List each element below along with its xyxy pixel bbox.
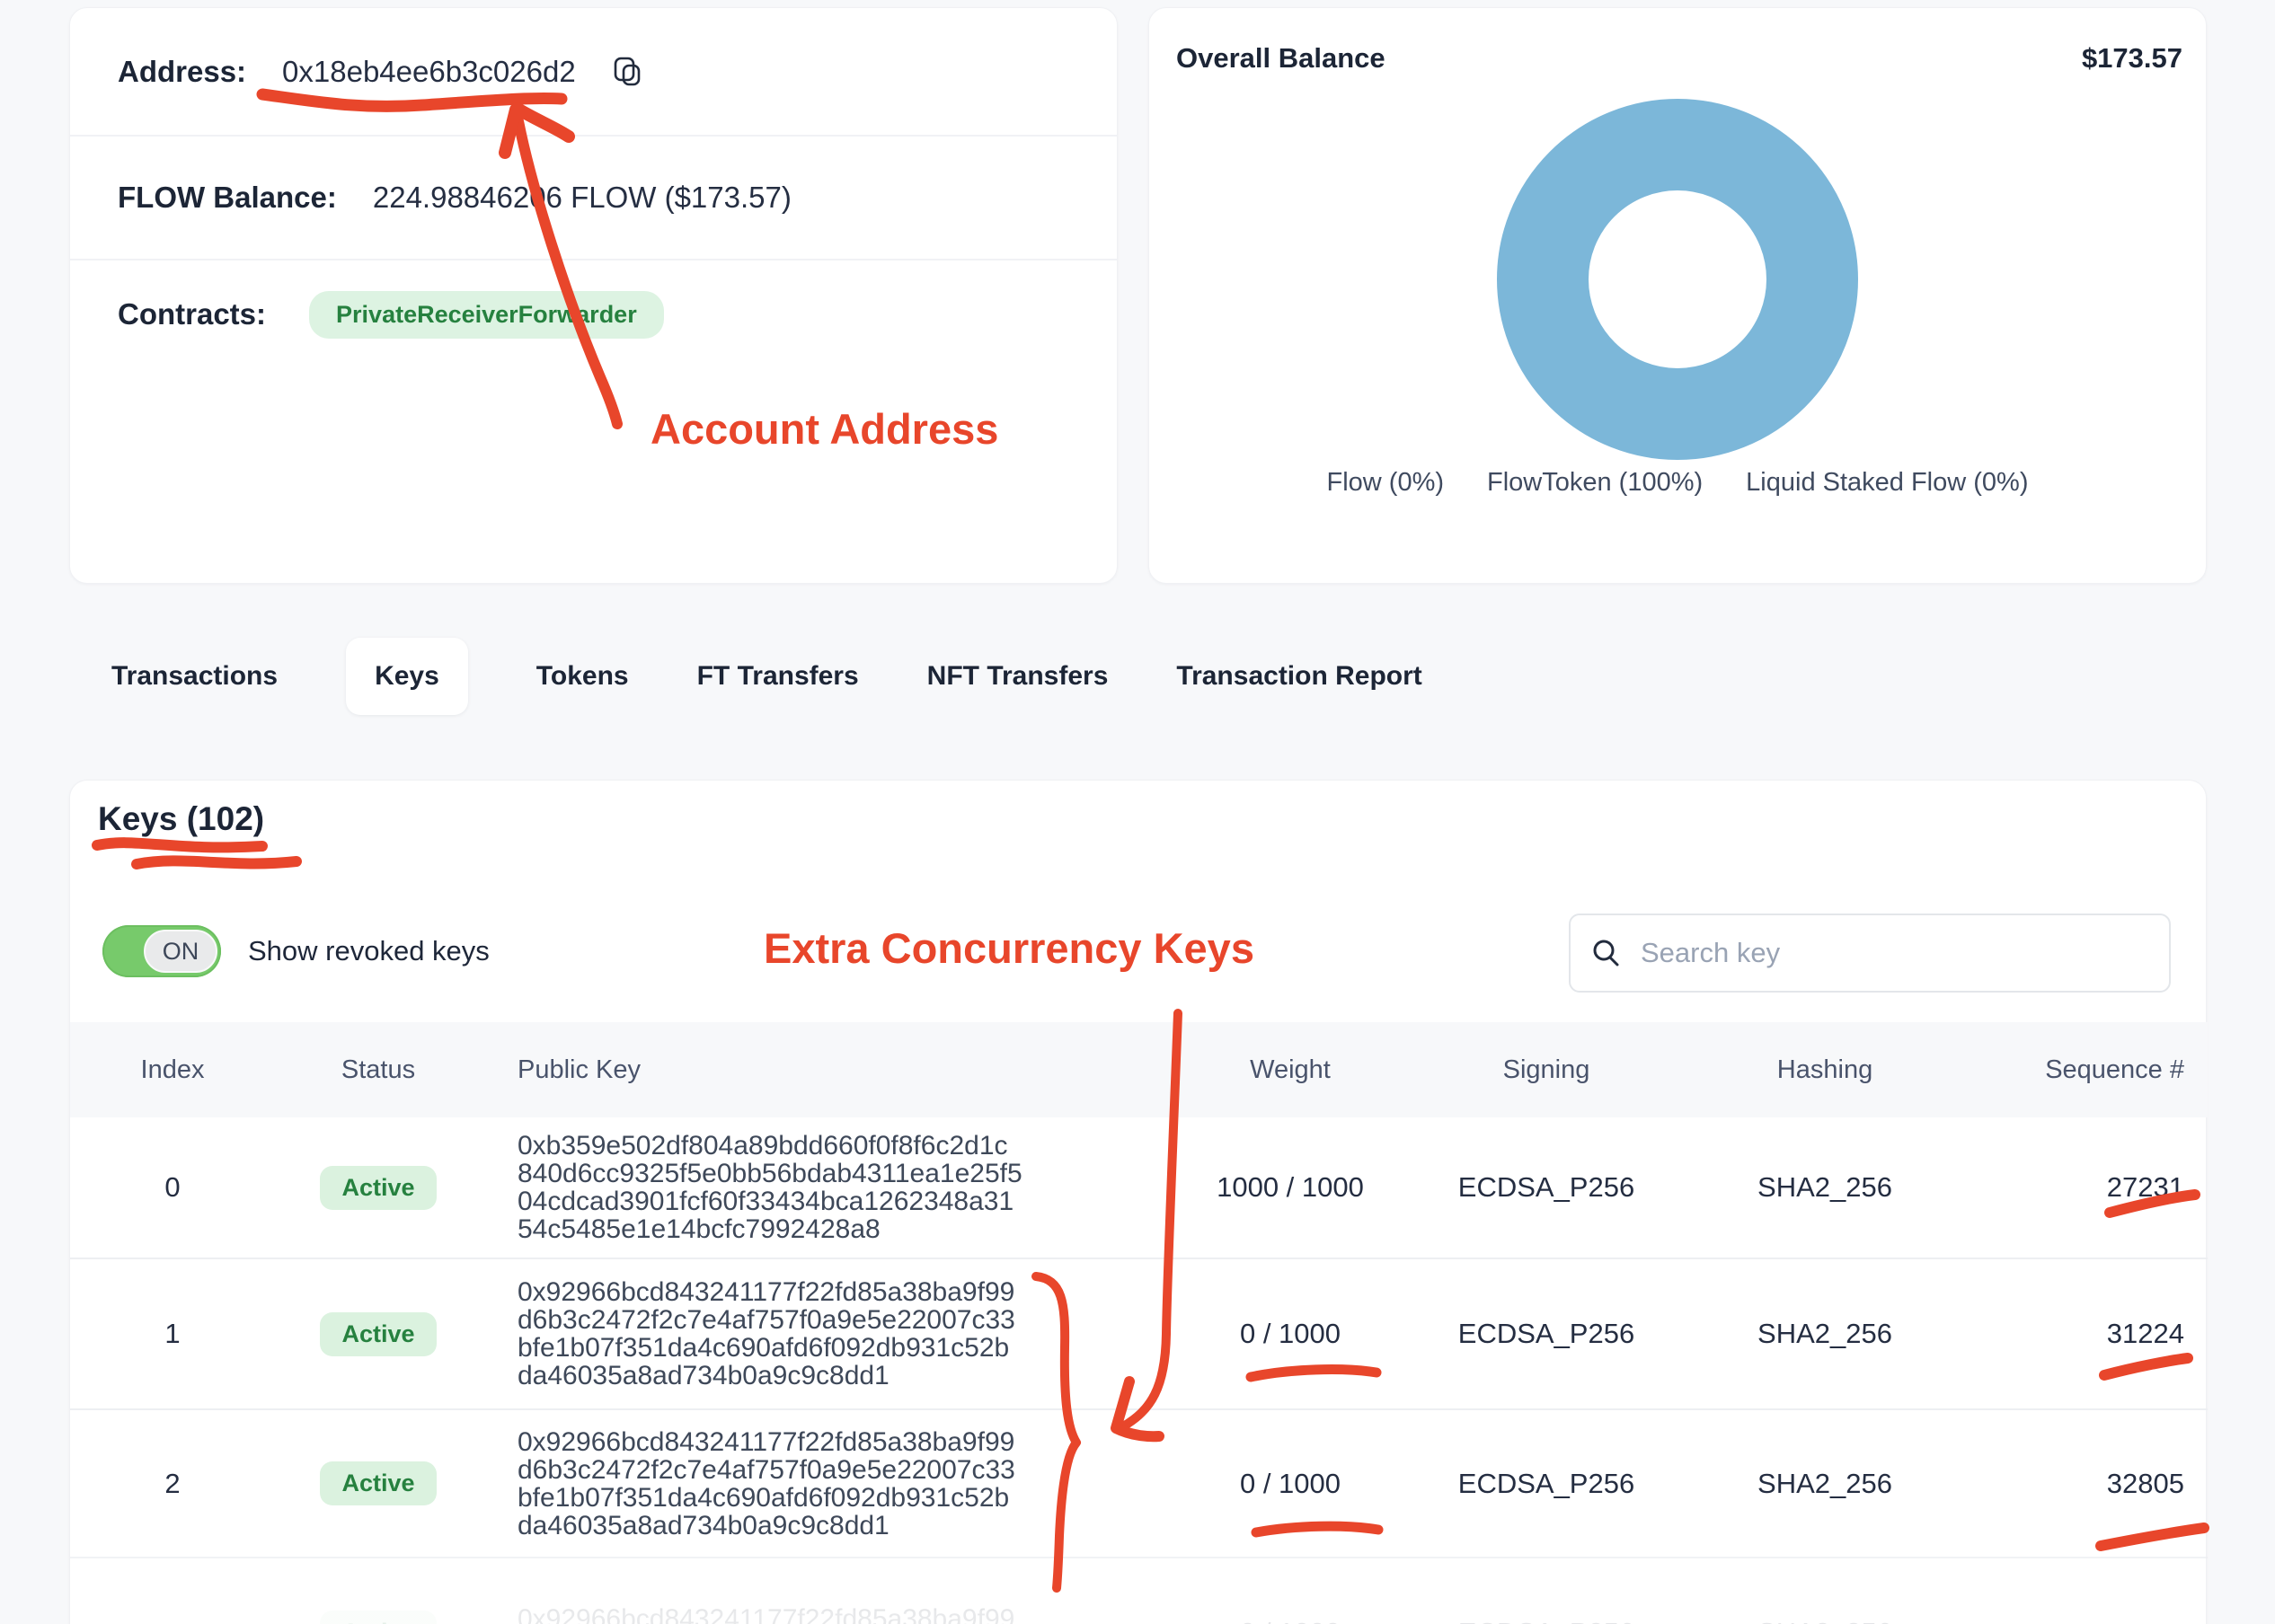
public-key-value: 0xb359e502df804a89bdd660f0f8f6c2d1c 840d… (518, 1131, 1022, 1244)
key-sequence: 32805 (2106, 1467, 2184, 1499)
header-hashing: Hashing (1776, 1055, 1873, 1084)
header-sequence: Sequence # (2045, 1055, 2184, 1084)
header-weight: Weight (1250, 1055, 1331, 1084)
status-badge: Active (320, 1311, 437, 1356)
balance-amount: $173.57 (2081, 42, 2182, 74)
key-signing: ECDSA_P256 (1457, 1318, 1635, 1349)
key-signing: ECDSA_P256 (1457, 1467, 1635, 1499)
header-public-key: Public Key (518, 1055, 642, 1084)
public-key-value: 0x92966bcd843241177f22fd85a38ba9f99 d6b3… (518, 1603, 1015, 1624)
chart-legend: Flow (0%) FlowToken (100%) Liquid Staked… (1149, 468, 2206, 498)
keys-table: Index Status Public Key Weight Signing H… (70, 1022, 2208, 1624)
public-key-value: 0x92966bcd843241177f22fd85a38ba9f99 d6b3… (518, 1277, 1015, 1390)
key-sequence: 27231 (2106, 1171, 2184, 1203)
keys-panel: Keys (102) ON Show revoked keys Index St… (69, 780, 2208, 1624)
show-revoked-keys-row: ON Show revoked keys (102, 924, 490, 978)
donut-segment-flowtoken (1497, 99, 1858, 460)
key-hashing: SHA2_256 (1757, 1467, 1892, 1499)
header-index: Index (140, 1055, 205, 1084)
header-status: Status (341, 1055, 416, 1084)
tab-keys[interactable]: Keys (346, 638, 468, 715)
balance-header: Overall Balance $173.57 (1149, 8, 2206, 75)
key-index: 2 (164, 1467, 181, 1499)
copy-icon (614, 57, 641, 85)
status-badge: Active (320, 1165, 437, 1210)
toggle-knob: ON (144, 930, 217, 973)
account-tabs: Transactions Keys Tokens FT Transfers NF… (111, 638, 1422, 715)
status-badge: Active (320, 1461, 437, 1505)
show-revoked-keys-toggle[interactable]: ON (102, 925, 221, 977)
tab-tokens[interactable]: Tokens (536, 661, 629, 691)
tab-nft-transfers[interactable]: NFT Transfers (926, 661, 1109, 691)
tab-transactions[interactable]: Transactions (111, 661, 279, 691)
key-sequence: 31224 (2106, 1318, 2184, 1349)
key-search-input[interactable] (1641, 937, 2149, 969)
key-hashing: SHA2_256 (1708, 1558, 1942, 1624)
key-row-2: 2 Active 0x92966bcd843241177f22fd85a38ba… (70, 1409, 2208, 1558)
contracts-row: Contracts: PrivateReceiverForwarder (70, 260, 1117, 368)
key-signing: ECDSA_P256 (1385, 1558, 1708, 1624)
key-weight: 1000 / 1000 (1217, 1171, 1364, 1203)
header-signing: Signing (1502, 1055, 1590, 1084)
legend-item-flowtoken[interactable]: FlowToken (100%) (1487, 468, 1704, 497)
tab-ft-transfers[interactable]: FT Transfers (696, 661, 859, 691)
flow-balance-value: 224.98846206 FLOW ($173.57) (372, 181, 792, 214)
contract-badge[interactable]: PrivateReceiverForwarder (309, 290, 664, 339)
account-summary-card: Address: 0x18eb4ee6b3c026d2 FLOW Balance… (69, 7, 1118, 584)
flow-balance-label: FLOW Balance: (118, 181, 337, 214)
keys-heading: Keys (102) (98, 800, 265, 837)
legend-item-liquid-staked-flow[interactable]: Liquid Staked Flow (0%) (1746, 468, 2029, 497)
address-label: Address: (118, 54, 247, 88)
key-row-1: 1 Active 0x92966bcd843241177f22fd85a38ba… (70, 1258, 2208, 1409)
key-hashing: SHA2_256 (1757, 1318, 1892, 1349)
key-row-3: Active 0x92966bcd843241177f22fd85a38ba9f… (70, 1558, 2208, 1624)
address-row: Address: 0x18eb4ee6b3c026d2 (70, 8, 1117, 137)
contracts-label: Contracts: (118, 297, 267, 331)
flow-balance-row: FLOW Balance: 224.98846206 FLOW ($173.57… (70, 137, 1117, 260)
key-row-0: 0 Active 0xb359e502df804a89bdd660f0f8f6c… (70, 1117, 2208, 1258)
key-index (70, 1558, 275, 1624)
key-weight: 0 / 1000 (1196, 1558, 1385, 1624)
keys-table-header-row: Index Status Public Key Weight Signing H… (70, 1022, 2208, 1117)
key-hashing: SHA2_256 (1757, 1171, 1892, 1203)
key-weight: 0 / 1000 (1239, 1318, 1341, 1349)
key-index: 1 (164, 1318, 181, 1349)
show-revoked-keys-label: Show revoked keys (248, 935, 490, 966)
key-weight: 0 / 1000 (1239, 1467, 1341, 1499)
status-badge: Active (320, 1611, 437, 1624)
tab-transaction-report[interactable]: Transaction Report (1176, 661, 1422, 691)
key-search-box (1569, 914, 2171, 993)
legend-item-flow[interactable]: Flow (0%) (1326, 468, 1445, 497)
balance-donut-chart (1489, 91, 1866, 472)
balance-title: Overall Balance (1176, 42, 1385, 74)
key-signing: ECDSA_P256 (1457, 1171, 1635, 1203)
overall-balance-card: Overall Balance $173.57 Flow (0%) FlowTo… (1148, 7, 2207, 584)
public-key-value: 0x92966bcd843241177f22fd85a38ba9f99 d6b3… (518, 1426, 1015, 1540)
key-sequence (1942, 1558, 2208, 1624)
search-icon (1593, 940, 1619, 966)
address-value: 0x18eb4ee6b3c026d2 (282, 54, 576, 88)
copy-address-button[interactable] (608, 53, 646, 91)
key-index: 0 (164, 1171, 181, 1203)
